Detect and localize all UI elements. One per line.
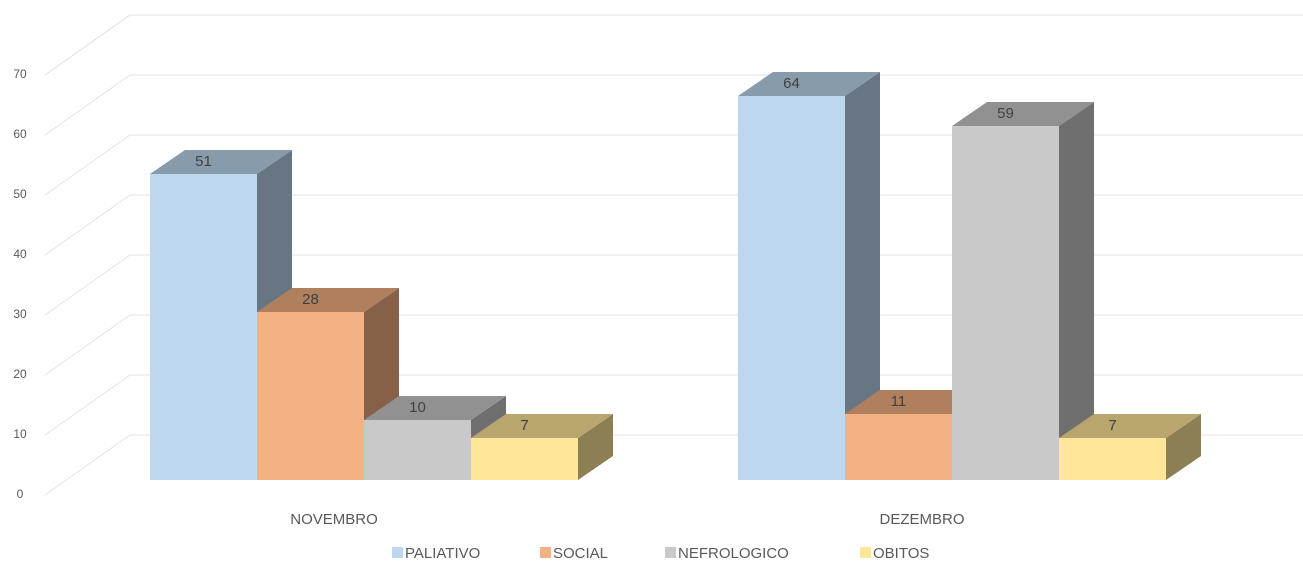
grid-line-side xyxy=(44,74,131,136)
legend-label: PALIATIVO xyxy=(405,545,480,562)
grid-line-side xyxy=(44,254,131,316)
bar-top xyxy=(845,390,987,414)
legend-marker xyxy=(540,547,551,558)
bar-side xyxy=(1166,414,1201,480)
y-tick-label: 50 xyxy=(13,187,27,201)
bar-side xyxy=(1059,102,1094,480)
y-tick-label: 30 xyxy=(13,307,27,321)
y-tick-label: 0 xyxy=(17,487,24,501)
grid-line-side xyxy=(44,134,131,196)
bar-front xyxy=(471,438,578,480)
y-tick-label: 40 xyxy=(13,247,27,261)
value-label: 11 xyxy=(891,393,907,410)
bar-top xyxy=(738,72,880,96)
x-tick-label: DEZEMBRO xyxy=(879,511,964,528)
value-label: 7 xyxy=(1108,417,1116,434)
bar-side xyxy=(578,414,613,480)
grid-line-side xyxy=(44,14,131,76)
bar-front xyxy=(150,174,257,480)
legend-label: OBITOS xyxy=(873,545,929,562)
grid-line-side xyxy=(44,374,131,436)
grid-line-side xyxy=(44,434,131,496)
bar-top xyxy=(364,396,506,420)
bar-top xyxy=(471,414,613,438)
legend-label: NEFROLOGICO xyxy=(678,545,789,562)
bar-side xyxy=(845,72,880,480)
value-label: 10 xyxy=(409,399,426,416)
x-tick-label: NOVEMBRO xyxy=(290,511,378,528)
y-tick-label: 60 xyxy=(13,127,27,141)
legend-marker xyxy=(392,547,403,558)
value-label: 59 xyxy=(997,105,1014,122)
value-label: 7 xyxy=(520,417,528,434)
bar-front xyxy=(364,420,471,480)
value-label: 64 xyxy=(783,75,800,92)
bar-front xyxy=(738,96,845,480)
y-tick-label: 20 xyxy=(13,367,27,381)
value-label: 28 xyxy=(302,291,319,308)
bar-top xyxy=(150,150,292,174)
legend-marker xyxy=(665,547,676,558)
legend-label: SOCIAL xyxy=(553,545,608,562)
y-tick-label: 10 xyxy=(13,427,27,441)
grid-line-side xyxy=(44,314,131,376)
bar-front xyxy=(952,126,1059,480)
bar-front xyxy=(257,312,364,480)
legend-marker xyxy=(860,547,871,558)
grid-line-side xyxy=(44,194,131,256)
bar-top xyxy=(1059,414,1201,438)
y-tick-label: 70 xyxy=(13,67,27,81)
value-label: 51 xyxy=(195,153,212,170)
bar-front xyxy=(1059,438,1166,480)
bar-top xyxy=(952,102,1094,126)
bar-top xyxy=(257,288,399,312)
bar-front xyxy=(845,414,952,480)
